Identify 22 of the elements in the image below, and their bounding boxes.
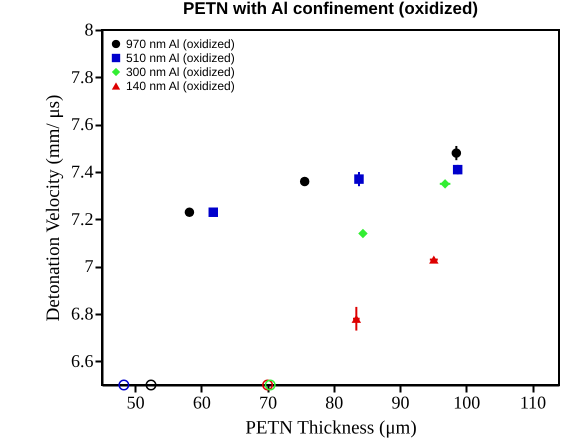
legend-label: 300 nm Al (oxidized) bbox=[126, 65, 235, 79]
x-tick-label: 100 bbox=[453, 392, 480, 412]
legend-label: 970 nm Al (oxidized) bbox=[126, 37, 235, 51]
y-tick-label: 7.2 bbox=[71, 208, 94, 229]
y-tick-label: 6.8 bbox=[71, 304, 94, 324]
x-tick-label: 50 bbox=[126, 392, 145, 412]
x-tick-label: 60 bbox=[192, 392, 211, 412]
y-tick-label: 6.6 bbox=[71, 350, 94, 371]
y-axis-title: Detonation Velocity (mm/ μs) bbox=[43, 94, 64, 322]
x-tick-label: 80 bbox=[325, 392, 344, 412]
x-tick-label: 70 bbox=[259, 392, 278, 412]
y-tick-label: 7.8 bbox=[71, 66, 94, 87]
y-tick-label: 8 bbox=[84, 20, 94, 40]
y-tick-label: 7 bbox=[84, 256, 94, 276]
x-tick-label: 90 bbox=[392, 392, 410, 412]
y-tick-label: 7.6 bbox=[71, 114, 94, 134]
x-axis-title: PETN Thickness (μm) bbox=[245, 418, 417, 438]
legend-label: 510 nm Al (oxidized) bbox=[126, 51, 235, 65]
legend-label: 140 nm Al (oxidized) bbox=[126, 79, 235, 93]
x-tick-label: 110 bbox=[520, 392, 546, 412]
y-tick-label: 7.4 bbox=[71, 162, 94, 182]
chart-title: PETN with Al confinement (oxidized) bbox=[183, 0, 478, 18]
